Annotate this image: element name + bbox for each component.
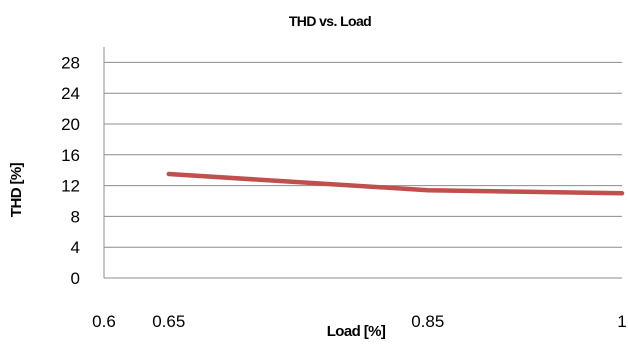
series-lines — [166, 171, 625, 196]
y-axis-title: THD [%] — [8, 162, 25, 217]
series-line-1 — [166, 171, 625, 196]
y-tick-label-0: 0 — [71, 269, 80, 288]
x-tick-label-0.85: 0.85 — [411, 312, 444, 331]
y-tick-label-28: 28 — [61, 53, 80, 72]
y-tick-label-24: 24 — [61, 84, 80, 103]
x-axis-tick-labels: 0.6 0.65 0.85 1 — [92, 312, 627, 331]
gridlines — [104, 61, 622, 279]
y-tick-label-12: 12 — [61, 177, 80, 196]
y-tick-label-16: 16 — [61, 146, 80, 165]
x-tick-label-1: 1 — [617, 312, 626, 331]
x-axis-title: Load [%] — [327, 323, 386, 340]
y-tick-label-20: 20 — [61, 115, 80, 134]
y-axis-tick-labels: 0 4 8 12 16 20 24 28 — [61, 53, 80, 288]
y-tick-label-8: 8 — [71, 207, 80, 226]
x-tick-label-0.6: 0.6 — [92, 312, 116, 331]
y-tick-label-4: 4 — [71, 238, 80, 257]
chart-title: THD vs. Load — [289, 13, 371, 29]
x-tick-label-0.65: 0.65 — [152, 312, 185, 331]
